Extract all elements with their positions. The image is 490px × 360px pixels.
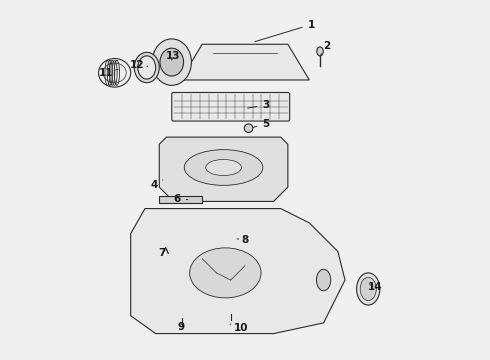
Text: 3: 3 [248,100,270,110]
Ellipse shape [160,48,184,76]
Polygon shape [159,196,202,203]
Ellipse shape [138,56,156,79]
Text: 13: 13 [166,51,180,61]
Circle shape [228,320,235,327]
Ellipse shape [206,159,242,176]
Text: 2: 2 [321,41,331,55]
Polygon shape [131,208,345,334]
Text: 12: 12 [130,60,148,70]
Text: 4: 4 [150,180,163,190]
Circle shape [179,313,186,320]
Circle shape [245,124,253,132]
Ellipse shape [317,269,331,291]
Text: 10: 10 [230,323,248,333]
Ellipse shape [190,248,261,298]
Text: 6: 6 [173,194,188,203]
Text: 7: 7 [158,248,166,258]
Ellipse shape [134,52,159,83]
Ellipse shape [152,39,192,85]
Circle shape [163,244,169,250]
Ellipse shape [360,277,376,301]
Ellipse shape [357,273,380,305]
Polygon shape [159,137,288,202]
Text: 14: 14 [368,282,383,292]
Text: 1: 1 [255,19,315,42]
Ellipse shape [317,47,323,56]
Text: 9: 9 [178,322,185,332]
FancyBboxPatch shape [172,93,290,121]
Ellipse shape [184,150,263,185]
Text: 5: 5 [253,118,270,129]
Polygon shape [181,44,309,80]
Text: 8: 8 [237,235,249,245]
Text: 11: 11 [98,68,118,78]
Circle shape [234,235,241,243]
